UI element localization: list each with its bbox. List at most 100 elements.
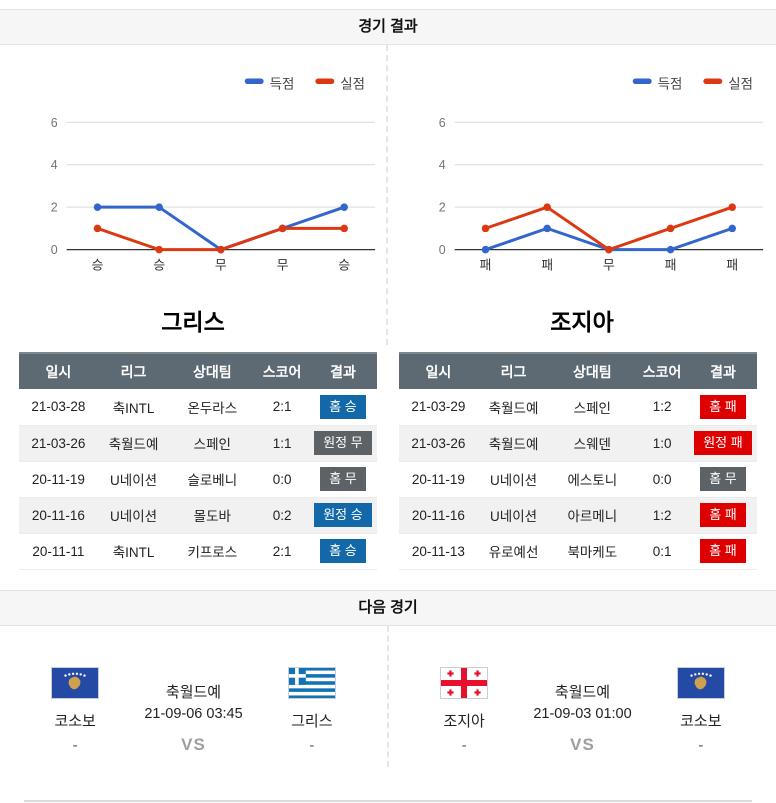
svg-text:무: 무 — [603, 258, 615, 273]
table-row: 21-03-29 축월드예 스페인 1:2 홈 패 — [399, 389, 757, 426]
result-badge: 홈 패 — [700, 503, 746, 527]
away-team-name: 코소보 — [680, 712, 722, 730]
match-info-block: 축월드예 21-09-03 01:00 VS — [533, 667, 631, 755]
match-datetime: 21-09-03 01:00 — [533, 705, 632, 722]
georgia-flag-icon — [440, 666, 489, 699]
home-team-name: 코소보 — [54, 712, 96, 730]
svg-text:패: 패 — [541, 258, 553, 273]
table-row: 20-11-16 U네이션 아르메니 1:2 홈 패 — [399, 497, 757, 534]
tables-row: 일시 리그 상대팀 스코어 결과 21-03-28 축INTL 온두라스 2:1 홈 승 21-0… — [0, 352, 776, 570]
match-score: 1:2 — [635, 389, 689, 426]
result-cell: 홈 패 — [688, 497, 757, 534]
match-date: 21-03-28 — [19, 389, 98, 426]
match-score: 2:1 — [255, 533, 309, 570]
svg-text:패: 패 — [480, 258, 492, 273]
match-date: 21-03-26 — [19, 425, 98, 462]
column-header: 리그 — [477, 353, 550, 389]
svg-text:4: 4 — [439, 158, 446, 172]
home-team-block: 조지아 - — [405, 666, 523, 754]
away-team-score: - — [698, 736, 704, 754]
next-match-card-right: 조지아 - 축월드예 21-09-03 01:00 VS 코소보 - — [389, 626, 776, 767]
column-header: 결과 — [688, 353, 757, 389]
result-badge: 원정 무 — [314, 431, 372, 455]
column-header: 일시 — [19, 353, 98, 389]
match-score: 1:2 — [635, 497, 689, 534]
match-date: 20-11-16 — [399, 497, 478, 534]
match-date: 20-11-11 — [19, 533, 98, 570]
opponent-name: 온두라스 — [169, 389, 256, 426]
svg-text:2: 2 — [439, 201, 446, 215]
result-badge: 홈 패 — [700, 539, 746, 563]
svg-text:2: 2 — [51, 201, 58, 215]
away-team-name: 그리스 — [291, 712, 333, 730]
result-badge: 원정 패 — [694, 431, 752, 455]
next-matches-row: 코소보 - 축월드예 21-09-06 03:45 VS 그리스 - — [0, 625, 776, 767]
result-cell: 홈 패 — [688, 389, 757, 426]
result-badge: 홈 무 — [700, 467, 746, 491]
match-score: 1:0 — [635, 425, 689, 462]
match-date: 20-11-13 — [399, 533, 478, 570]
right-team-title: 조지아 — [550, 309, 614, 335]
column-header: 일시 — [399, 353, 478, 389]
column-header: 결과 — [308, 353, 377, 389]
opponent-name: 몰도바 — [169, 497, 256, 534]
svg-text:승: 승 — [92, 258, 104, 273]
column-header: 상대팀 — [169, 353, 256, 389]
home-team-block: 코소보 - — [16, 666, 134, 754]
match-league: 축월드예 — [165, 683, 222, 701]
svg-text:0: 0 — [439, 243, 446, 257]
kosovo-flag-icon — [51, 666, 100, 699]
svg-text:패: 패 — [665, 258, 677, 273]
result-cell: 원정 패 — [688, 425, 757, 462]
right-team-performance-chart: 0 2 4 6 패 패 무 패 패 득점 실점 — [439, 76, 764, 273]
result-badge: 홈 승 — [320, 394, 366, 419]
opponent-name: 슬로베니 — [169, 461, 256, 498]
opponent-name: 스웨덴 — [549, 425, 636, 462]
match-datetime: 21-09-06 03:45 — [144, 705, 243, 722]
match-score: 0:0 — [255, 461, 309, 498]
match-league: U네이션 — [477, 461, 550, 498]
match-score: 0:2 — [255, 497, 309, 534]
svg-text:승: 승 — [338, 258, 350, 273]
column-header: 스코어 — [255, 353, 309, 389]
results-section-header: 경기 결과 — [0, 9, 776, 45]
result-cell: 원정 승 — [308, 497, 377, 534]
result-badge: 홈 패 — [700, 394, 746, 419]
match-league: 축월드예 — [477, 425, 550, 462]
match-score: 0:0 — [635, 461, 689, 498]
column-header: 스코어 — [635, 353, 689, 389]
match-league: 축월드예 — [554, 683, 611, 701]
home-team-score: - — [461, 736, 467, 754]
svg-text:패: 패 — [726, 258, 738, 273]
away-team-block: 그리스 - — [253, 666, 371, 754]
result-cell: 홈 승 — [308, 389, 377, 426]
table-row: 20-11-11 축INTL 키프로스 2:1 홈 승 — [19, 533, 377, 570]
opponent-name: 키프로스 — [169, 533, 256, 570]
match-date: 21-03-26 — [399, 425, 478, 462]
right-team-results-table: 일시 리그 상대팀 스코어 결과 21-03-29 축월드예 스페인 1:2 홈 패 21-03-… — [399, 352, 757, 570]
next-match-card-left: 코소보 - 축월드예 21-09-06 03:45 VS 그리스 - — [0, 625, 389, 767]
result-cell: 홈 무 — [308, 461, 377, 498]
home-team-score: - — [72, 736, 78, 754]
match-date: 20-11-16 — [19, 497, 98, 534]
match-league: U네이션 — [97, 497, 170, 534]
left-team-results-table: 일시 리그 상대팀 스코어 결과 21-03-28 축INTL 온두라스 2:1 홈 승 21-0… — [19, 352, 377, 570]
result-badge: 홈 무 — [320, 467, 366, 491]
svg-text:승: 승 — [153, 258, 165, 273]
result-cell: 홈 승 — [308, 533, 377, 570]
match-score: 1:1 — [255, 425, 309, 462]
opponent-name: 스페인 — [549, 389, 636, 426]
greece-flag-icon — [287, 666, 336, 699]
kosovo-flag-icon — [676, 666, 725, 699]
table-row: 21-03-28 축INTL 온두라스 2:1 홈 승 — [19, 389, 377, 426]
home-team-name: 조지아 — [443, 712, 485, 730]
table-row: 21-03-26 축월드예 스웨덴 1:0 원정 패 — [399, 425, 757, 462]
result-cell: 홈 무 — [688, 461, 757, 498]
bottom-divider — [24, 799, 752, 802]
match-score: 2:1 — [255, 389, 309, 426]
table-row: 20-11-16 U네이션 몰도바 0:2 원정 승 — [19, 497, 377, 534]
match-league: 축INTL — [97, 533, 170, 570]
right-team-panel: 0 2 4 6 패 패 무 패 패 득점 실점 조지아 — [388, 45, 776, 345]
match-date: 20-11-19 — [19, 461, 98, 498]
svg-text:4: 4 — [51, 158, 58, 172]
